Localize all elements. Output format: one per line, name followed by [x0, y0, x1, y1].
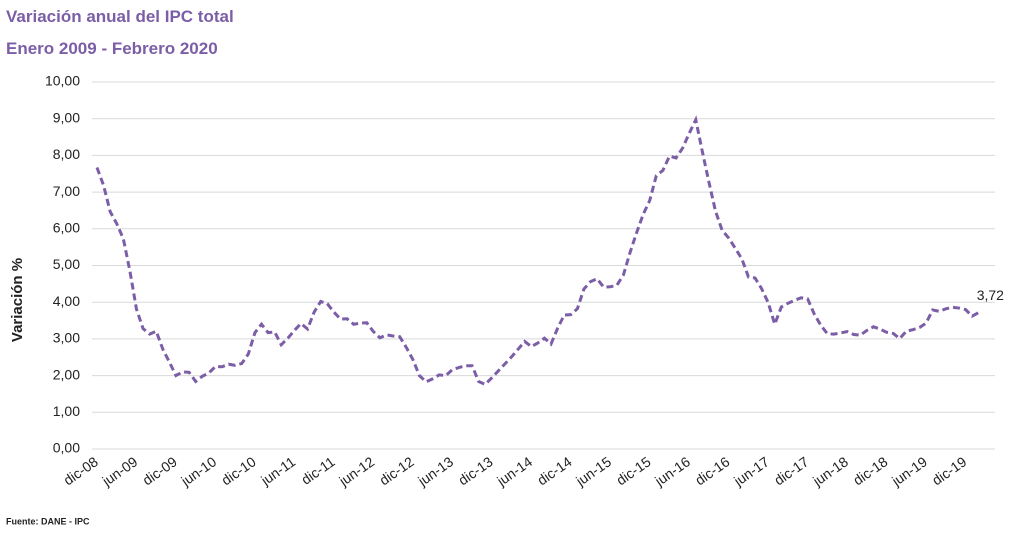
y-tick-label: 8,00	[53, 146, 80, 162]
y-axis-label: Variación %	[9, 258, 26, 342]
x-tick-label: dic-19	[929, 453, 970, 488]
x-tick-label: jun-14	[493, 453, 535, 489]
y-tick-label: 7,00	[53, 183, 80, 199]
y-tick-label: 2,00	[53, 366, 80, 382]
x-tick-label: jun-16	[651, 453, 693, 489]
x-tick-label: dic-16	[692, 453, 733, 488]
data-line	[95, 115, 980, 387]
y-tick-label: 0,00	[53, 440, 80, 456]
x-tick-label: jun-17	[730, 453, 772, 489]
x-tick-label: jun-10	[177, 453, 219, 489]
x-tick-label: jun-18	[809, 453, 851, 489]
x-tick-label: dic-13	[455, 453, 496, 488]
y-tick-label: 5,00	[53, 256, 80, 272]
x-tick-label: dic-09	[139, 453, 180, 488]
x-tick-label: dic-08	[60, 453, 101, 488]
x-tick-label: jun-15	[572, 453, 614, 489]
chart-title: Variación anual del IPC total	[6, 7, 234, 26]
chart-subtitle: Enero 2009 - Febrero 2020	[6, 39, 218, 58]
x-tick-label: dic-10	[218, 453, 259, 488]
x-tick-label: dic-15	[613, 453, 654, 488]
data-label: 3,72	[977, 287, 1004, 303]
y-tick-label: 4,00	[53, 293, 80, 309]
x-tick-label: jun-09	[98, 453, 140, 489]
x-tick-label: dic-17	[771, 453, 812, 488]
x-tick-label: dic-18	[850, 453, 891, 488]
x-tick-label: jun-19	[888, 453, 930, 489]
source-note: Fuente: DANE - IPC	[6, 516, 90, 526]
y-tick-label: 9,00	[53, 109, 80, 125]
x-tick-label: jun-13	[414, 453, 456, 489]
x-tick-label: dic-12	[376, 453, 417, 488]
y-tick-label: 3,00	[53, 330, 80, 346]
x-tick-label: jun-11	[257, 453, 298, 489]
y-tick-label: 6,00	[53, 220, 80, 236]
x-tick-label: dic-11	[298, 453, 338, 488]
y-tick-label: 1,00	[53, 403, 80, 419]
x-tick-label: dic-14	[534, 453, 575, 488]
x-tick-label: jun-12	[335, 453, 377, 489]
y-tick-label: 10,00	[45, 73, 80, 89]
